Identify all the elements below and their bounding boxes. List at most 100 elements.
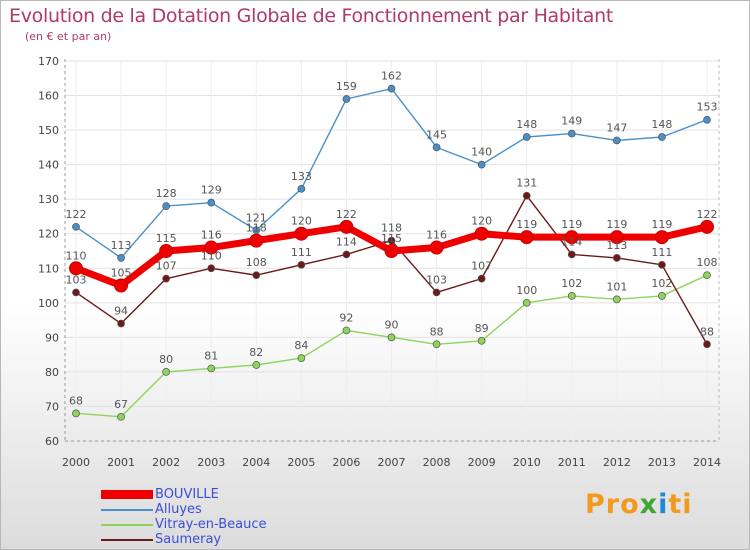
data-point	[522, 191, 531, 200]
data-point	[69, 261, 83, 276]
data-label: 122	[336, 208, 357, 221]
data-point	[252, 361, 261, 369]
y-tick-label: 130	[38, 193, 59, 206]
data-point	[654, 230, 669, 245]
data-label: 113	[111, 239, 132, 252]
data-point	[613, 254, 621, 262]
data-label: 100	[516, 284, 537, 297]
data-label: 108	[697, 256, 718, 269]
data-point	[700, 219, 714, 234]
data-label: 102	[651, 277, 672, 290]
data-label: 131	[516, 177, 537, 190]
data-label: 116	[201, 229, 222, 242]
data-point	[474, 226, 489, 241]
data-label: 90	[385, 318, 399, 331]
data-point	[117, 319, 125, 328]
legend-label: BOUVILLE	[155, 487, 219, 502]
series-saumeray	[72, 191, 711, 349]
legend-swatch	[101, 490, 153, 499]
data-label: 119	[606, 218, 627, 231]
logo-letter: i	[658, 489, 669, 520]
data-label: 153	[697, 101, 718, 114]
data-label: 149	[561, 115, 582, 128]
legend-label: Vitray-en-Beauce	[155, 517, 267, 532]
legend-item: Saumeray	[101, 532, 267, 547]
data-label: 88	[430, 325, 444, 338]
data-label: 103	[66, 273, 87, 286]
x-tick-label: 2010	[513, 456, 541, 469]
data-point	[72, 288, 80, 297]
series-alluyes	[72, 84, 711, 262]
y-tick-label: 70	[45, 400, 59, 413]
data-point	[567, 292, 576, 300]
data-point	[477, 336, 486, 345]
legend: BOUVILLE Alluyes Vitray-en-Beauce Saumeray	[101, 487, 267, 547]
x-tick-label: 2013	[648, 456, 676, 469]
data-label: 118	[246, 222, 267, 235]
data-label: 107	[471, 260, 492, 273]
x-tick-label: 2011	[558, 456, 586, 469]
data-point	[204, 240, 219, 255]
data-point	[703, 115, 711, 124]
y-tick-label: 100	[38, 297, 59, 310]
data-label: 128	[156, 187, 177, 200]
legend-item: Vitray-en-Beauce	[101, 517, 267, 532]
data-label: 92	[339, 311, 353, 324]
data-point	[117, 412, 125, 421]
data-point	[342, 326, 351, 335]
series-lines	[69, 84, 714, 421]
x-tick-label: 2008	[423, 456, 451, 469]
logo-letter: ti	[668, 489, 693, 520]
legend-swatch	[101, 523, 153, 526]
legend-swatch	[101, 508, 153, 511]
data-label: 119	[516, 218, 537, 231]
series-vitray-en-beauce	[72, 271, 711, 421]
data-label: 89	[475, 322, 489, 335]
data-point	[564, 230, 579, 245]
chart-title: Evolution de la Dotation Globale de Fonc…	[9, 5, 614, 27]
x-tick-label: 2009	[468, 456, 496, 469]
legend-item: BOUVILLE	[101, 487, 267, 502]
data-point	[519, 230, 534, 245]
data-point	[297, 184, 306, 193]
data-label: 148	[651, 118, 672, 131]
data-point	[297, 260, 306, 269]
y-tick-label: 110	[38, 262, 59, 275]
data-point	[72, 409, 80, 418]
data-point	[477, 274, 486, 283]
data-point	[522, 298, 531, 307]
x-tick-label: 2004	[242, 456, 270, 469]
data-point	[249, 233, 264, 248]
proxiti-logo: Proxiti	[585, 489, 693, 520]
legend-label: Alluyes	[155, 502, 202, 517]
y-tick-label: 160	[38, 90, 59, 103]
data-label: 122	[66, 208, 87, 221]
data-point	[387, 84, 396, 93]
data-point	[609, 230, 624, 245]
data-point	[162, 274, 170, 283]
x-tick-label: 2014	[693, 456, 721, 469]
data-label: 80	[159, 353, 173, 366]
data-label: 121	[246, 211, 267, 224]
data-point	[613, 295, 621, 304]
data-point	[162, 202, 170, 210]
data-label: 110	[201, 249, 222, 262]
data-point	[72, 222, 80, 231]
data-label: 140	[471, 146, 492, 159]
data-point	[429, 240, 444, 255]
data-point	[658, 260, 666, 269]
legend-item: Alluyes	[101, 502, 267, 517]
data-label: 115	[381, 232, 402, 245]
data-label: 133	[291, 170, 312, 183]
data-point	[658, 133, 666, 141]
x-tick-label: 2002	[152, 456, 180, 469]
data-label: 122	[697, 208, 718, 221]
data-point	[342, 250, 351, 259]
x-tick-label: 2012	[603, 456, 631, 469]
data-point	[384, 244, 399, 258]
series-bouville	[69, 219, 714, 293]
data-point	[703, 271, 711, 280]
data-label: 114	[336, 235, 357, 248]
data-label: 115	[156, 232, 177, 245]
